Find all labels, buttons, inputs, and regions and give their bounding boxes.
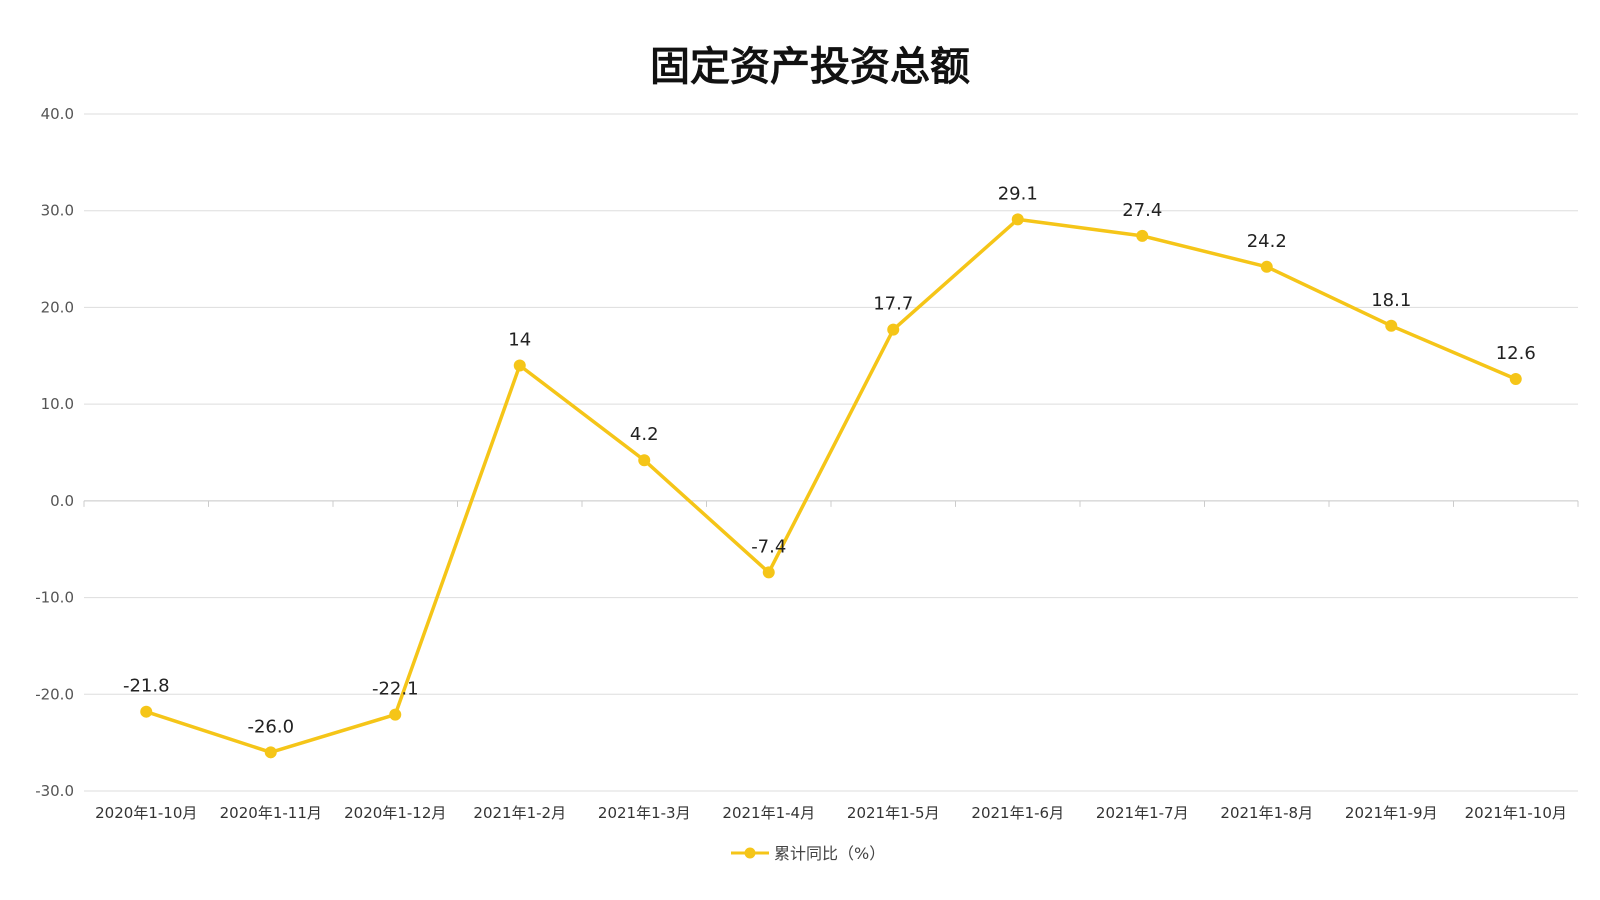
- x-tick-label: 2021年1-3月: [598, 804, 691, 822]
- data-label: -7.4: [751, 536, 786, 557]
- y-tick-label: -10.0: [35, 589, 74, 607]
- data-label: -21.8: [123, 676, 170, 697]
- y-tick-label: 10.0: [41, 395, 74, 413]
- data-label: 12.6: [1496, 343, 1536, 364]
- legend[interactable]: 累计同比（%）: [731, 844, 885, 863]
- data-point[interactable]: [264, 746, 277, 759]
- x-tick-label: 2021年1-5月: [847, 804, 940, 822]
- y-tick-label: -30.0: [35, 782, 74, 800]
- x-tick-label: 2020年1-10月: [95, 804, 197, 822]
- data-point[interactable]: [1011, 213, 1024, 226]
- series-line: [145, 217, 1517, 755]
- data-label: 29.1: [998, 183, 1038, 204]
- y-tick-label: 0.0: [50, 492, 74, 510]
- series-plot: -21.8 -26.0 -22.1 14 4.2 -7.4 17.7 29.1 27.4 24.2…: [123, 183, 1536, 759]
- x-tick-label: 2021年1-8月: [1220, 804, 1313, 822]
- data-point[interactable]: [1509, 372, 1522, 385]
- data-point[interactable]: [638, 454, 651, 467]
- data-point[interactable]: [1260, 260, 1273, 273]
- y-tick-label: 30.0: [41, 202, 74, 220]
- data-label: 17.7: [873, 294, 913, 315]
- chart-title: 固定资产投资总额: [650, 44, 970, 90]
- data-point[interactable]: [140, 705, 153, 718]
- data-point[interactable]: [1136, 229, 1149, 242]
- x-tick-label: 2021年1-2月: [473, 804, 566, 822]
- x-tick-label: 2021年1-6月: [971, 804, 1064, 822]
- x-tick-label: 2020年1-11月: [220, 804, 322, 822]
- data-label: 18.1: [1371, 290, 1411, 311]
- y-tick-label: 20.0: [41, 298, 74, 316]
- data-point[interactable]: [1385, 319, 1398, 332]
- data-label: 14: [508, 329, 531, 350]
- data-label: 27.4: [1122, 200, 1162, 221]
- legend-label: 累计同比（%）: [774, 844, 885, 863]
- y-axis: -30.0 -20.0 -10.0 0.0 10.0 20.0 30.0 40.0: [35, 105, 74, 800]
- data-label: 4.2: [630, 424, 659, 445]
- x-tick-label: 2021年1-9月: [1345, 804, 1438, 822]
- data-point[interactable]: [389, 708, 402, 721]
- data-label: -22.1: [372, 679, 419, 700]
- x-tick-label: 2021年1-10月: [1465, 804, 1567, 822]
- data-label: -26.0: [247, 716, 294, 737]
- data-point[interactable]: [762, 566, 775, 579]
- data-point[interactable]: [887, 323, 900, 336]
- x-tick-label: 2021年1-4月: [722, 804, 815, 822]
- legend-swatch-marker: [744, 847, 756, 859]
- y-tick-label: -20.0: [35, 685, 74, 703]
- x-tick-label: 2021年1-7月: [1096, 804, 1189, 822]
- x-tick-label: 2020年1-12月: [344, 804, 446, 822]
- y-tick-label: 40.0: [41, 105, 74, 123]
- data-label: 24.2: [1247, 231, 1287, 252]
- data-point[interactable]: [513, 359, 526, 372]
- x-axis: 2020年1-10月 2020年1-11月 2020年1-12月 2021年1-2月 2…: [83, 500, 1579, 822]
